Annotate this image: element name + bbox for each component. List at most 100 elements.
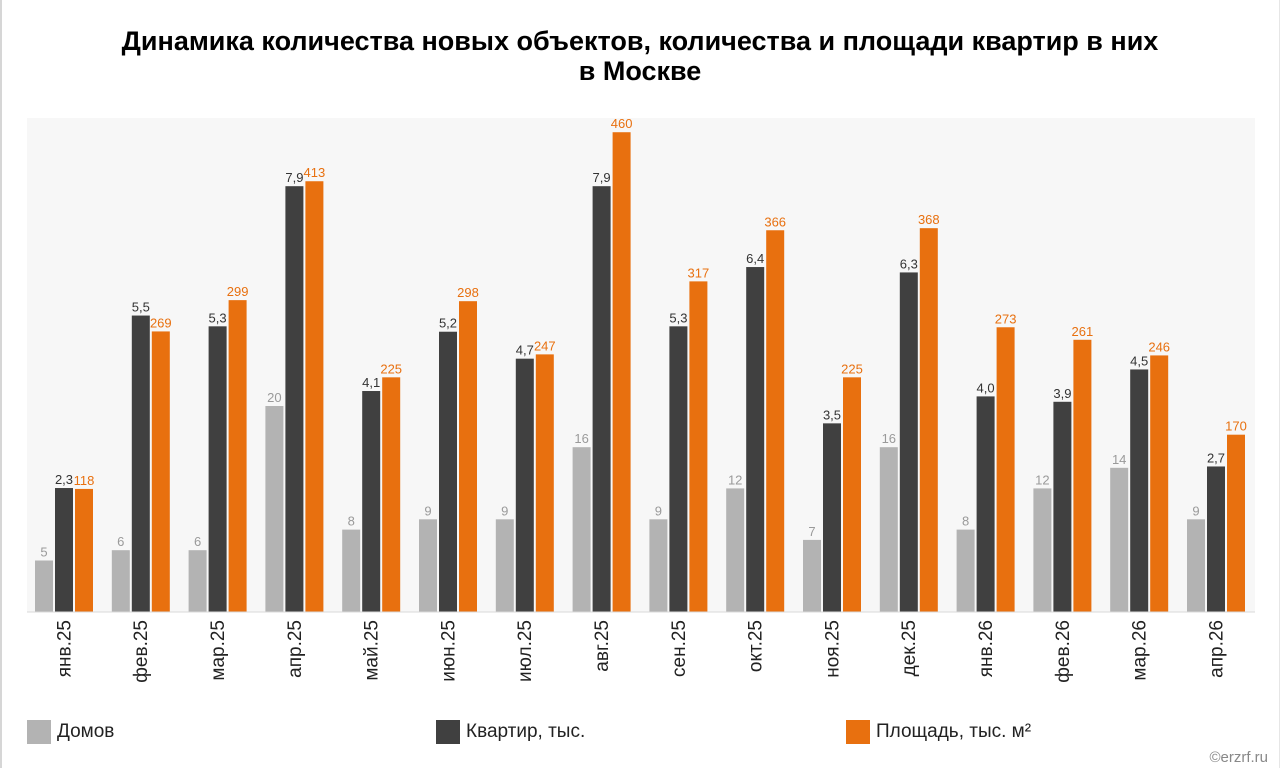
data-label-apartments: 2,3 xyxy=(55,472,73,487)
data-label-houses: 20 xyxy=(267,390,281,405)
data-label-houses: 9 xyxy=(655,503,662,518)
data-label-apartments: 2,7 xyxy=(1207,450,1225,465)
bar-area xyxy=(459,301,477,612)
bar-area xyxy=(996,327,1015,612)
data-label-area: 298 xyxy=(457,285,479,300)
legend-label-apartments: Квартир, тыс. xyxy=(466,721,586,742)
bar-area xyxy=(689,281,708,612)
x-tick-label: фев.25 xyxy=(131,620,152,683)
x-tick-label: сен.25 xyxy=(669,620,690,677)
data-label-houses: 6 xyxy=(117,534,124,549)
data-label-houses: 14 xyxy=(1112,452,1126,467)
x-tick-label: авг.25 xyxy=(592,620,613,672)
bar-houses xyxy=(649,519,668,612)
x-tick-label: апр.26 xyxy=(1206,620,1227,678)
title-line-1: Динамика количества новых объектов, коли… xyxy=(121,26,1159,56)
bar-apartments xyxy=(362,391,381,612)
bar-houses xyxy=(879,447,898,612)
bar-houses xyxy=(1033,488,1052,612)
data-label-houses: 12 xyxy=(728,472,742,487)
chart-title: Динамика количества новых объектов, коли… xyxy=(0,26,1280,86)
bar-apartments xyxy=(285,186,304,612)
data-label-houses: 9 xyxy=(501,503,508,518)
bar-area xyxy=(75,488,93,612)
bar-area xyxy=(535,354,554,612)
data-label-apartments: 4,0 xyxy=(977,380,995,395)
data-label-houses: 9 xyxy=(424,503,431,518)
data-label-area: 368 xyxy=(918,212,940,227)
legend-item-area: Площадь, тыс. м² xyxy=(846,720,1031,744)
data-label-area: 247 xyxy=(534,338,556,353)
x-tick-label: янв.25 xyxy=(54,620,75,677)
bar-apartments xyxy=(1207,466,1225,612)
x-tick-label: апр.25 xyxy=(285,620,306,678)
bar-apartments xyxy=(592,186,611,612)
bar-houses xyxy=(265,406,284,612)
bar-houses xyxy=(188,550,207,612)
bar-houses xyxy=(111,550,130,612)
x-tick-label: ноя.25 xyxy=(822,620,843,678)
data-label-apartments: 4,1 xyxy=(362,375,380,390)
legend-label-houses: Домов xyxy=(57,721,115,742)
copyright: ©erzrf.ru xyxy=(1209,749,1268,766)
legend-label-area: Площадь, тыс. м² xyxy=(876,721,1032,742)
bar-area xyxy=(919,228,938,612)
data-label-apartments: 6,3 xyxy=(900,256,918,271)
data-label-houses: 9 xyxy=(1192,503,1199,518)
data-label-area: 170 xyxy=(1225,419,1247,434)
legend-swatch-apartments xyxy=(436,720,460,744)
bar-houses xyxy=(956,529,975,612)
bar-apartments xyxy=(515,358,534,612)
data-label-houses: 16 xyxy=(882,431,896,446)
data-label-area: 225 xyxy=(380,361,402,376)
bar-apartments xyxy=(823,423,841,612)
data-label-area: 413 xyxy=(304,165,326,180)
data-label-apartments: 4,5 xyxy=(1130,353,1148,368)
data-label-houses: 6 xyxy=(194,534,201,549)
data-label-area: 273 xyxy=(995,311,1017,326)
bar-houses xyxy=(419,519,437,612)
data-label-area: 225 xyxy=(841,361,863,376)
data-label-houses: 8 xyxy=(348,514,355,529)
x-tick-label: окт.25 xyxy=(746,620,767,672)
x-tick-label: мар.26 xyxy=(1130,620,1151,681)
bar-houses xyxy=(726,488,745,612)
bar-apartments xyxy=(669,326,688,612)
x-tick-label: июн.25 xyxy=(438,620,459,682)
bar-area xyxy=(1150,355,1169,612)
legend-swatch-area xyxy=(846,720,870,744)
bar-apartments xyxy=(55,488,73,612)
x-tick-label: май.25 xyxy=(362,620,383,681)
bar-apartments xyxy=(131,315,150,612)
data-label-area: 269 xyxy=(150,315,172,330)
bar-houses xyxy=(803,539,821,612)
data-label-houses: 16 xyxy=(574,431,588,446)
bar-area xyxy=(766,230,785,612)
bar-apartments xyxy=(1130,369,1149,612)
bar-area xyxy=(305,181,324,612)
data-label-apartments: 4,7 xyxy=(516,343,534,358)
data-label-houses: 7 xyxy=(808,524,815,539)
bar-apartments xyxy=(899,272,918,612)
data-label-area: 299 xyxy=(227,284,249,299)
data-label-apartments: 3,9 xyxy=(1053,386,1071,401)
data-label-apartments: 5,2 xyxy=(439,316,457,331)
legend-swatch-houses xyxy=(27,720,51,744)
x-tick-label: мар.25 xyxy=(208,620,229,681)
data-label-houses: 8 xyxy=(962,514,969,529)
data-label-apartments: 5,5 xyxy=(132,300,150,315)
bar-apartments xyxy=(976,396,995,612)
bar-houses xyxy=(342,529,361,612)
legend-item-houses: Домов xyxy=(27,720,114,744)
data-label-area: 246 xyxy=(1148,339,1170,354)
data-label-area: 261 xyxy=(1072,324,1094,339)
data-label-houses: 12 xyxy=(1035,472,1049,487)
data-label-apartments: 7,9 xyxy=(593,170,611,185)
bar-area xyxy=(151,331,170,612)
x-tick-label: дек.25 xyxy=(899,620,920,676)
bar-area xyxy=(228,300,247,612)
bar-area xyxy=(612,132,631,612)
bar-apartments xyxy=(208,326,227,612)
bar-apartments xyxy=(746,267,765,612)
